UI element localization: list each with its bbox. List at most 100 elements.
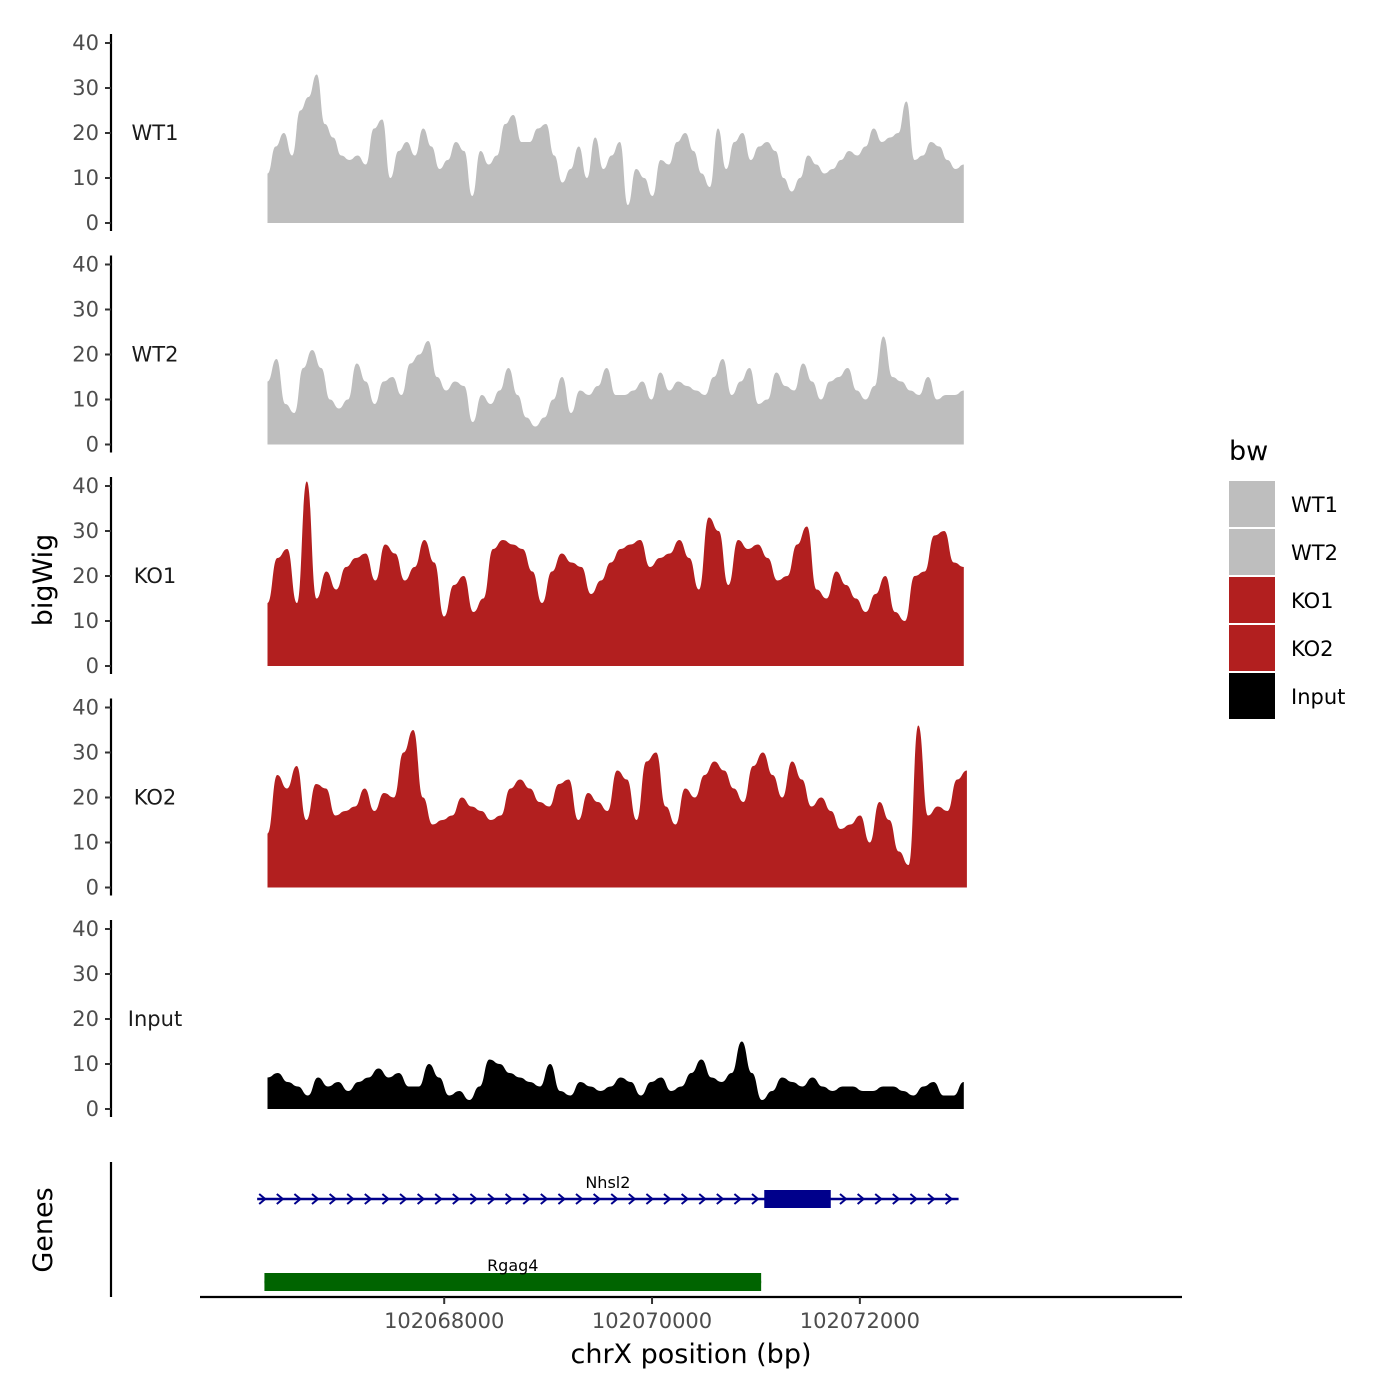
y-tick-label: 0 xyxy=(86,654,99,678)
strand-arrow xyxy=(469,1193,478,1205)
legend-entry-input: Input xyxy=(1229,673,1345,719)
y-tick-label: 40 xyxy=(72,917,99,941)
legend-label: Input xyxy=(1291,685,1345,709)
track-label-input: Input xyxy=(128,1007,182,1031)
track-label-ko2: KO2 xyxy=(134,786,177,810)
y-tick-label: 30 xyxy=(72,741,99,765)
strand-arrow xyxy=(663,1193,672,1205)
y-tick-label: 0 xyxy=(86,1097,99,1121)
legend-label: KO1 xyxy=(1291,589,1334,613)
track-label-wt1: WT1 xyxy=(132,121,179,145)
legend-entry-ko2: KO2 xyxy=(1229,625,1334,671)
track-panel-wt1: 0 10 20 30 40 WT1 xyxy=(72,31,964,235)
legend-entry-wt1: WT1 xyxy=(1229,481,1338,527)
strand-arrow xyxy=(452,1193,461,1205)
track-panel-wt2: 0 10 20 30 40 WT2 xyxy=(72,253,964,457)
legend-entry-ko1: KO1 xyxy=(1229,577,1334,623)
track-panel-ko1: 0 10 20 30 40 KO1 xyxy=(72,474,964,678)
y-tick-label: 20 xyxy=(72,343,99,367)
y-tick-label: 0 xyxy=(86,876,99,900)
legend-label: WT2 xyxy=(1291,541,1338,565)
y-tick-label: 10 xyxy=(72,388,99,412)
strand-arrow xyxy=(716,1193,725,1205)
strand-arrow xyxy=(856,1193,866,1205)
legend-swatch xyxy=(1229,625,1275,671)
y-tick-label: 0 xyxy=(86,433,99,457)
strand-arrow xyxy=(892,1193,901,1205)
y-tick-label: 10 xyxy=(72,831,99,855)
legend-swatch xyxy=(1229,673,1275,719)
legend-swatch xyxy=(1229,481,1275,527)
y-tick-label: 30 xyxy=(72,962,99,986)
y-tick-label: 20 xyxy=(72,1007,99,1031)
legend: bw WT1 WT2 KO1 KO2 Input xyxy=(1229,436,1345,719)
genes-label: Genes xyxy=(28,1187,59,1272)
strand-arrow xyxy=(399,1193,408,1205)
y-tick-label: 20 xyxy=(72,121,99,145)
x-tick-label: 102068000 xyxy=(384,1309,504,1333)
strand-arrow xyxy=(733,1193,742,1205)
strand-arrow xyxy=(504,1193,514,1205)
gene-exon xyxy=(264,1273,762,1291)
y-tick-label: 30 xyxy=(72,76,99,100)
legend-title: bw xyxy=(1229,436,1268,467)
track-panel-input: 0 10 20 30 40 Input xyxy=(72,917,964,1121)
legend-label: WT1 xyxy=(1291,493,1338,517)
y-tick-label: 0 xyxy=(86,211,99,235)
strand-arrow xyxy=(381,1193,390,1205)
y-tick-label: 10 xyxy=(72,609,99,633)
strand-arrow xyxy=(540,1193,549,1205)
y-tick-label: 20 xyxy=(72,786,99,810)
strand-arrow xyxy=(258,1193,267,1205)
strand-arrow xyxy=(522,1193,531,1205)
track-label-wt2: WT2 xyxy=(132,343,179,367)
strand-arrow xyxy=(311,1193,320,1205)
gene-exon xyxy=(764,1190,831,1208)
strand-arrow xyxy=(557,1193,566,1205)
track-area-ko1 xyxy=(267,481,964,666)
strand-arrow xyxy=(751,1193,760,1205)
strand-arrow xyxy=(328,1193,338,1205)
track-area-wt1 xyxy=(267,74,964,223)
strand-arrow xyxy=(610,1193,619,1205)
y-tick-label: 10 xyxy=(72,166,99,190)
strand-arrow xyxy=(592,1193,602,1205)
legend-swatch xyxy=(1229,529,1275,575)
gene-name: Nhsl2 xyxy=(585,1173,630,1192)
strand-arrow xyxy=(874,1193,883,1205)
gene-rgag4: Rgag4 xyxy=(264,1256,762,1291)
y-axis-title: bigWig xyxy=(28,534,59,627)
strand-arrow xyxy=(293,1193,302,1205)
y-tick-label: 30 xyxy=(72,298,99,322)
x-axis-title: chrX position (bp) xyxy=(570,1339,811,1370)
strand-arrow xyxy=(909,1193,918,1205)
legend-entry-wt2: WT2 xyxy=(1229,529,1338,575)
strand-arrow xyxy=(698,1193,707,1205)
x-axis: chrX position (bp) 102068000 102070000 102… xyxy=(200,1295,1182,1370)
strand-arrow xyxy=(276,1193,285,1205)
strand-arrow xyxy=(487,1193,496,1205)
y-tick-label: 10 xyxy=(72,1052,99,1076)
track-area-input xyxy=(267,1041,964,1109)
y-tick-label: 40 xyxy=(72,31,99,55)
strand-arrow xyxy=(575,1193,584,1205)
legend-swatch xyxy=(1229,577,1275,623)
x-tick-label: 102072000 xyxy=(800,1309,920,1333)
y-tick-label: 20 xyxy=(72,564,99,588)
strand-arrow xyxy=(680,1193,690,1205)
strand-arrow xyxy=(944,1193,954,1205)
y-tick-label: 30 xyxy=(72,519,99,543)
y-tick-label: 40 xyxy=(72,474,99,498)
strand-arrow xyxy=(346,1193,355,1205)
genes-layer: Genes Nhsl2 Rgag4 xyxy=(28,1162,959,1297)
strand-arrow xyxy=(839,1193,848,1205)
track-label-ko1: KO1 xyxy=(134,564,177,588)
tracks-layer: 0 10 20 30 40 WT1 0 10 20 30 40 WT2 0 10 20 30 40 KO1 0 10 2… xyxy=(72,31,967,1121)
track-panel-ko2: 0 10 20 30 40 KO2 xyxy=(72,696,967,900)
gene-name: Rgag4 xyxy=(487,1256,538,1275)
strand-arrow xyxy=(628,1193,637,1205)
legend-label: KO2 xyxy=(1291,637,1334,661)
y-tick-label: 40 xyxy=(72,696,99,720)
track-area-wt2 xyxy=(267,336,964,445)
